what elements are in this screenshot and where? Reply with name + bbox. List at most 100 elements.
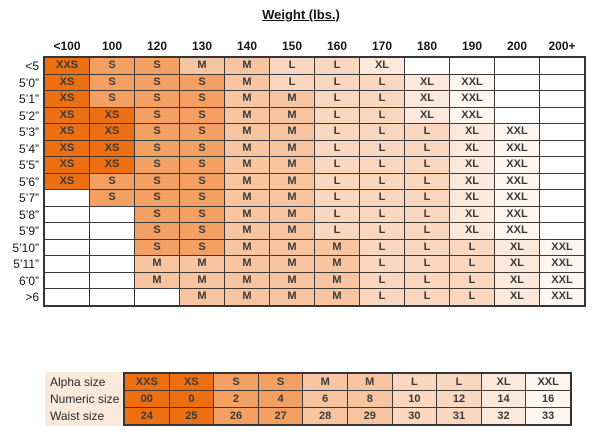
size-cell: L <box>450 272 494 288</box>
size-cell: L <box>450 289 494 305</box>
size-cell: L <box>360 289 404 305</box>
size-cell: L <box>405 272 449 288</box>
size-cell <box>45 206 89 222</box>
size-key-cell: 14 <box>481 391 526 407</box>
size-cell: S <box>180 190 224 206</box>
size-key-cell: 29 <box>347 408 392 424</box>
size-key-cell: 12 <box>437 391 481 407</box>
size-cell: XL <box>495 239 539 255</box>
size-cell: L <box>360 206 404 222</box>
size-key-cell: 32 <box>481 408 526 424</box>
size-cell: XS <box>90 107 134 123</box>
size-cell <box>495 74 539 90</box>
size-key-cell: 31 <box>437 408 481 424</box>
size-cell: M <box>270 107 314 123</box>
size-key-row-label: Alpha size <box>50 375 106 389</box>
size-cell <box>540 58 584 74</box>
size-key-cell: 2 <box>214 391 258 407</box>
size-cell <box>540 107 584 123</box>
size-key-cell: XS <box>169 374 214 390</box>
size-cell: S <box>135 107 179 123</box>
size-cell: S <box>180 124 224 140</box>
size-cell: L <box>360 140 404 156</box>
size-cell: L <box>405 289 449 305</box>
size-cell: M <box>225 223 269 239</box>
size-cell: M <box>225 206 269 222</box>
size-cell: XXS <box>45 58 89 74</box>
size-cell: XS <box>45 107 89 123</box>
weight-header-cell: 100 <box>101 39 123 53</box>
size-cell: XL <box>360 58 404 74</box>
height-label: <5 <box>25 59 39 73</box>
size-key-cell: XXS <box>125 374 169 390</box>
height-label: >6 <box>25 290 39 304</box>
size-cell: XL <box>495 256 539 272</box>
size-cell: M <box>225 256 269 272</box>
size-cell: M <box>315 272 359 288</box>
size-cell <box>540 140 584 156</box>
chart-title: Weight (lbs.) <box>262 7 340 22</box>
size-cell: S <box>135 173 179 189</box>
size-cell: XXL <box>450 91 494 107</box>
size-cell: M <box>225 124 269 140</box>
size-cell: S <box>135 74 179 90</box>
size-cell: XS <box>45 173 89 189</box>
size-cell: L <box>315 206 359 222</box>
size-cell: L <box>360 74 404 90</box>
size-cell: M <box>225 272 269 288</box>
size-cell: L <box>405 256 449 272</box>
size-cell: XXL <box>495 190 539 206</box>
size-cell <box>45 223 89 239</box>
height-label: 6’0” <box>18 273 39 288</box>
size-key-cell: M <box>303 374 347 390</box>
size-cell: L <box>360 173 404 189</box>
size-cell: XS <box>45 91 89 107</box>
size-cell: S <box>90 173 134 189</box>
size-cell: L <box>405 140 449 156</box>
size-cell <box>540 74 584 90</box>
size-cell: S <box>180 107 224 123</box>
size-key-cell: L <box>392 374 437 390</box>
size-cell: S <box>135 223 179 239</box>
size-cell: XL <box>495 272 539 288</box>
size-key-cell: 24 <box>125 408 169 424</box>
size-cell: S <box>180 173 224 189</box>
size-key-cell: 00 <box>125 391 169 407</box>
size-cell: S <box>180 74 224 90</box>
height-label: 5’5” <box>18 158 39 172</box>
size-cell: M <box>270 256 314 272</box>
size-cell: M <box>135 256 179 272</box>
size-cell: L <box>450 239 494 255</box>
size-cell <box>90 239 134 255</box>
size-key-cell: 28 <box>303 408 347 424</box>
size-cell <box>540 91 584 107</box>
size-cell: M <box>270 206 314 222</box>
size-cell: XXL <box>495 223 539 239</box>
size-cell: XL <box>450 124 494 140</box>
size-cell <box>45 289 89 305</box>
size-key-row-label: Waist size <box>50 409 105 423</box>
size-cell <box>90 272 134 288</box>
size-cell: M <box>270 239 314 255</box>
size-cell: L <box>450 256 494 272</box>
size-cell: S <box>180 239 224 255</box>
size-cell: L <box>315 91 359 107</box>
size-cell: S <box>90 74 134 90</box>
size-cell: XL <box>450 173 494 189</box>
size-cell <box>495 58 539 74</box>
size-cell: L <box>315 223 359 239</box>
size-cell: L <box>315 74 359 90</box>
size-cell: S <box>90 91 134 107</box>
size-cell: M <box>135 272 179 288</box>
height-label: 5’3” <box>18 125 39 139</box>
height-label-column: <5 5’0” 5’1” 5’2” 5’3” 5’4” 5’5” 5’6” 5’7” 5’8” 5’… <box>0 56 43 307</box>
size-cell: L <box>405 124 449 140</box>
size-cell: L <box>315 173 359 189</box>
size-key-table: Alpha size Numeric size Waist size XXS XS S S… <box>45 372 572 426</box>
size-cell <box>45 190 89 206</box>
size-cell: L <box>360 91 404 107</box>
size-cell: M <box>270 289 314 305</box>
size-cell: M <box>225 58 269 74</box>
size-cell: M <box>225 157 269 173</box>
height-label: 5’11” <box>13 257 39 271</box>
